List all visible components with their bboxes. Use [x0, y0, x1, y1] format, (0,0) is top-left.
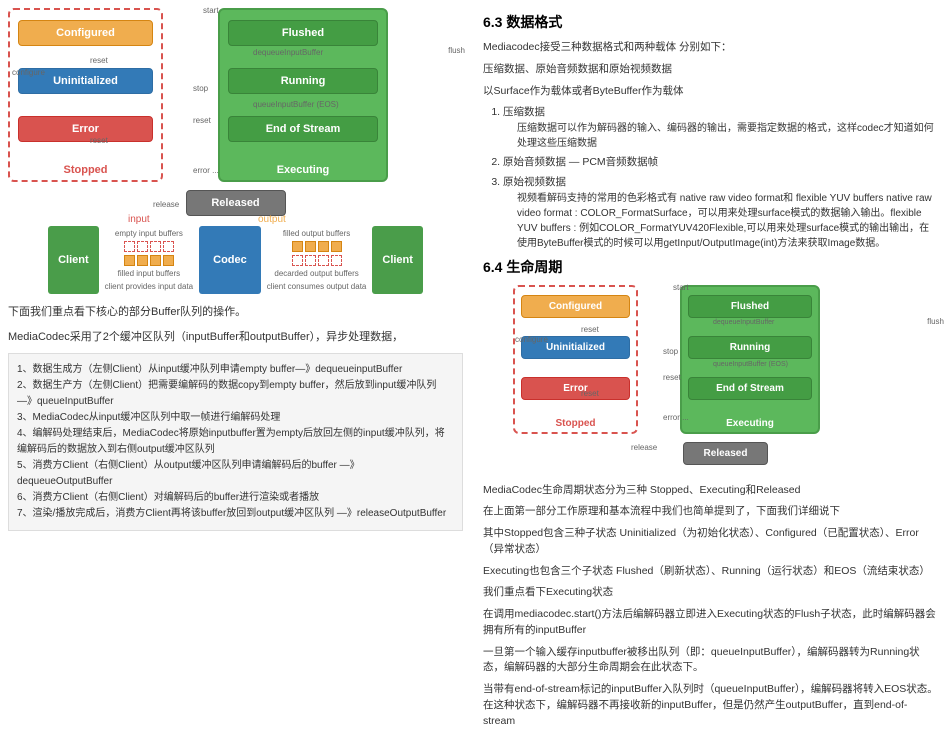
client-left: Client [48, 226, 99, 294]
state-error-2: Error [521, 377, 630, 400]
p646: 在调用mediacodec.start()方法后编解码器立即进入Executin… [483, 607, 938, 639]
p632: 压缩数据、原始音频数据和原始视频数据 [483, 62, 938, 78]
left-column: Configured Uninitialized Error Stopped F… [8, 8, 463, 735]
label-error-2: error ... [663, 413, 689, 422]
label-reset1-2: reset [581, 325, 599, 334]
label-configure: configure [12, 68, 45, 77]
page-container: Configured Uninitialized Error Stopped F… [0, 0, 946, 743]
label-reset1: reset [90, 56, 108, 65]
p644: Executing也包含三个子状态 Flushed（刷新状态）、Running（… [483, 564, 938, 580]
p642: 在上面第一部分工作原理和基本流程中我们也简单提到了，下面我们详细说下 [483, 504, 938, 520]
decarded-out-label: decarded output buffers [267, 269, 367, 278]
filled-out-label: filled output buffers [267, 229, 367, 238]
client-right: Client [372, 226, 423, 294]
filled-in-label: filled input buffers [105, 269, 194, 278]
step-1: 1、数据生成方（左侧Client）从input缓冲队列申请empty buffe… [17, 362, 454, 378]
label-configure-2: configure [515, 335, 548, 344]
executing-group-2: Flushed Running End of Stream Executing [680, 285, 820, 434]
step-3: 3、MediaCodec从input缓冲区队列中取一帧进行编解码处理 [17, 410, 454, 426]
label-reset3: reset [90, 136, 108, 145]
left-para-2: MediaCodec采用了2个缓冲区队列（inputBuffer和outputB… [8, 329, 463, 346]
p647: 一旦第一个输入缓存inputbuffer被移出队列（即：queueInputBu… [483, 645, 938, 677]
step-7: 7、渲染/播放完成后，消费方Client再将该buffer放回到output缓冲… [17, 506, 454, 522]
output-buffers: filled output buffers decarded output bu… [261, 229, 373, 291]
input-buffers: empty input buffers filled input buffers… [99, 229, 200, 291]
stopped-group-2: Configured Uninitialized Error Stopped [513, 285, 638, 434]
label-dequeue: dequeueInputBuffer [253, 48, 323, 57]
li2: 原始音频数据 — PCM音频数据帧 [503, 155, 938, 171]
step-2: 2、数据生产方（左侧Client）把需要编解码的数据copy到empty buf… [17, 378, 454, 410]
provides-label: client provides input data [105, 282, 194, 291]
heading-64: 6.4 生命周期 [483, 257, 938, 277]
label-dequeue-2: dequeueInputBuffer [713, 319, 774, 326]
state-flushed: Flushed [228, 20, 378, 46]
steps-block: 1、数据生成方（左侧Client）从input缓冲队列申请empty buffe… [8, 353, 463, 531]
label-stop-2: stop [663, 347, 678, 356]
executing-label: Executing [228, 164, 378, 176]
empty-in-label: empty input buffers [105, 229, 194, 238]
state-error: Error [18, 116, 153, 142]
left-para-1: 下面我们重点看下核心的部分Buffer队列的操作。 [8, 304, 463, 321]
state-diagram-2: Configured Uninitialized Error Stopped F… [513, 285, 938, 465]
label-reset2-2: reset [663, 373, 681, 382]
state-released-2: Released [683, 442, 768, 465]
p643: 其中Stopped包含三种子状态 Uninitialized（为初始化状态）、C… [483, 526, 938, 558]
label-start: start [203, 6, 219, 15]
li3d: 视频看解码支持的常用的色彩格式有 native raw video format… [503, 191, 938, 251]
li3: 原始视频数据 [503, 176, 566, 188]
input-label: input [128, 214, 150, 225]
output-label: output [258, 214, 286, 225]
heading-63: 6.3 数据格式 [483, 12, 938, 32]
state-configured-2: Configured [521, 295, 630, 318]
step-6: 6、消费方Client（右侧Client）对编解码后的buffer进行渲染或者播… [17, 490, 454, 506]
step-5: 5、消费方Client（右侧Client）从output缓冲区队列申请编解码后的… [17, 458, 454, 490]
p645: 我们重点看下Executing状态 [483, 585, 938, 601]
state-diagram-1: Configured Uninitialized Error Stopped F… [8, 8, 463, 216]
label-release-2: release [631, 443, 657, 452]
label-flush-2: flush [927, 317, 944, 326]
state-released: Released [186, 190, 286, 216]
consumes-label: client consumes output data [267, 282, 367, 291]
codec-box: Codec [199, 226, 261, 294]
state-running: Running [228, 68, 378, 94]
state-eos: End of Stream [228, 116, 378, 142]
format-list: 压缩数据 压缩数据可以作为解码器的输入、编码器的输出，需要指定数据的格式，这样c… [483, 105, 938, 250]
li1: 压缩数据 [503, 106, 545, 118]
right-column: 6.3 数据格式 Mediacodec接受三种数据格式和两种载体 分别如下： 压… [483, 8, 938, 735]
p631: Mediacodec接受三种数据格式和两种载体 分别如下： [483, 40, 938, 56]
label-stop: stop [193, 84, 208, 93]
state-running-2: Running [688, 336, 812, 359]
state-eos-2: End of Stream [688, 377, 812, 400]
executing-group: Flushed Running End of Stream Executing [218, 8, 388, 182]
label-queue-eos: queueInputBuffer (EOS) [253, 100, 339, 109]
p641: MediaCodec生命周期状态分为三种 Stopped、Executing和R… [483, 483, 938, 499]
p633: 以Surface作为载体或者ByteBuffer作为载体 [483, 84, 938, 100]
executing-label-2: Executing [688, 418, 812, 429]
label-reset2: reset [193, 116, 211, 125]
state-configured: Configured [18, 20, 153, 46]
label-flush: flush [448, 46, 465, 55]
label-start-2: start [673, 283, 689, 292]
label-queue-eos-2: queueInputBuffer (EOS) [713, 361, 788, 368]
stopped-label-2: Stopped [521, 418, 630, 429]
buffer-diagram: input output Client empty input buffers … [8, 226, 463, 294]
p648: 当带有end-of-stream标记的inputBuffer入队列时（queue… [483, 682, 938, 729]
label-reset3-2: reset [581, 389, 599, 398]
label-error: error ... [193, 166, 219, 175]
step-4: 4、编解码处理结束后，MediaCodec将原始inputbuffer置为emp… [17, 426, 454, 458]
li1d: 压缩数据可以作为解码器的输入、编码器的输出，需要指定数据的格式，这样codec才… [503, 121, 938, 151]
stopped-group: Configured Uninitialized Error Stopped [8, 8, 163, 182]
stopped-label: Stopped [18, 164, 153, 176]
label-release: release [153, 200, 179, 209]
state-flushed-2: Flushed [688, 295, 812, 318]
